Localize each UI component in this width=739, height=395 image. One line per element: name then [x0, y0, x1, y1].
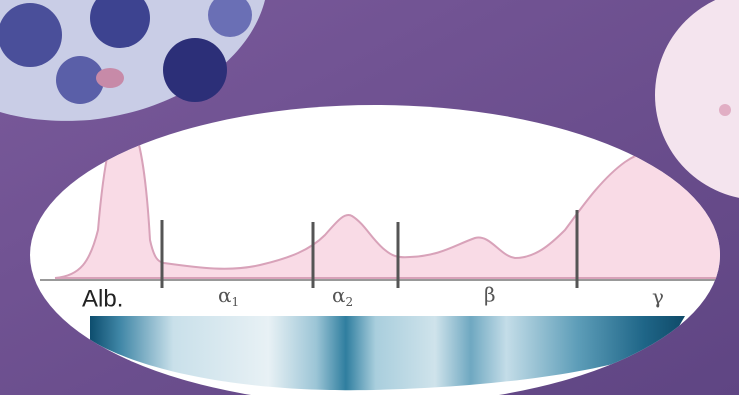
gel-band [90, 316, 685, 391]
fraction-label: γ [652, 285, 664, 309]
cell-image-left [0, 0, 265, 121]
fraction-label: α2 [332, 283, 353, 309]
fraction-label: β [484, 283, 496, 307]
cell-dot [719, 104, 731, 116]
cell-image-right [655, 0, 739, 198]
fraction-label: α1 [218, 283, 239, 309]
fraction-label: Alb. [82, 285, 123, 312]
